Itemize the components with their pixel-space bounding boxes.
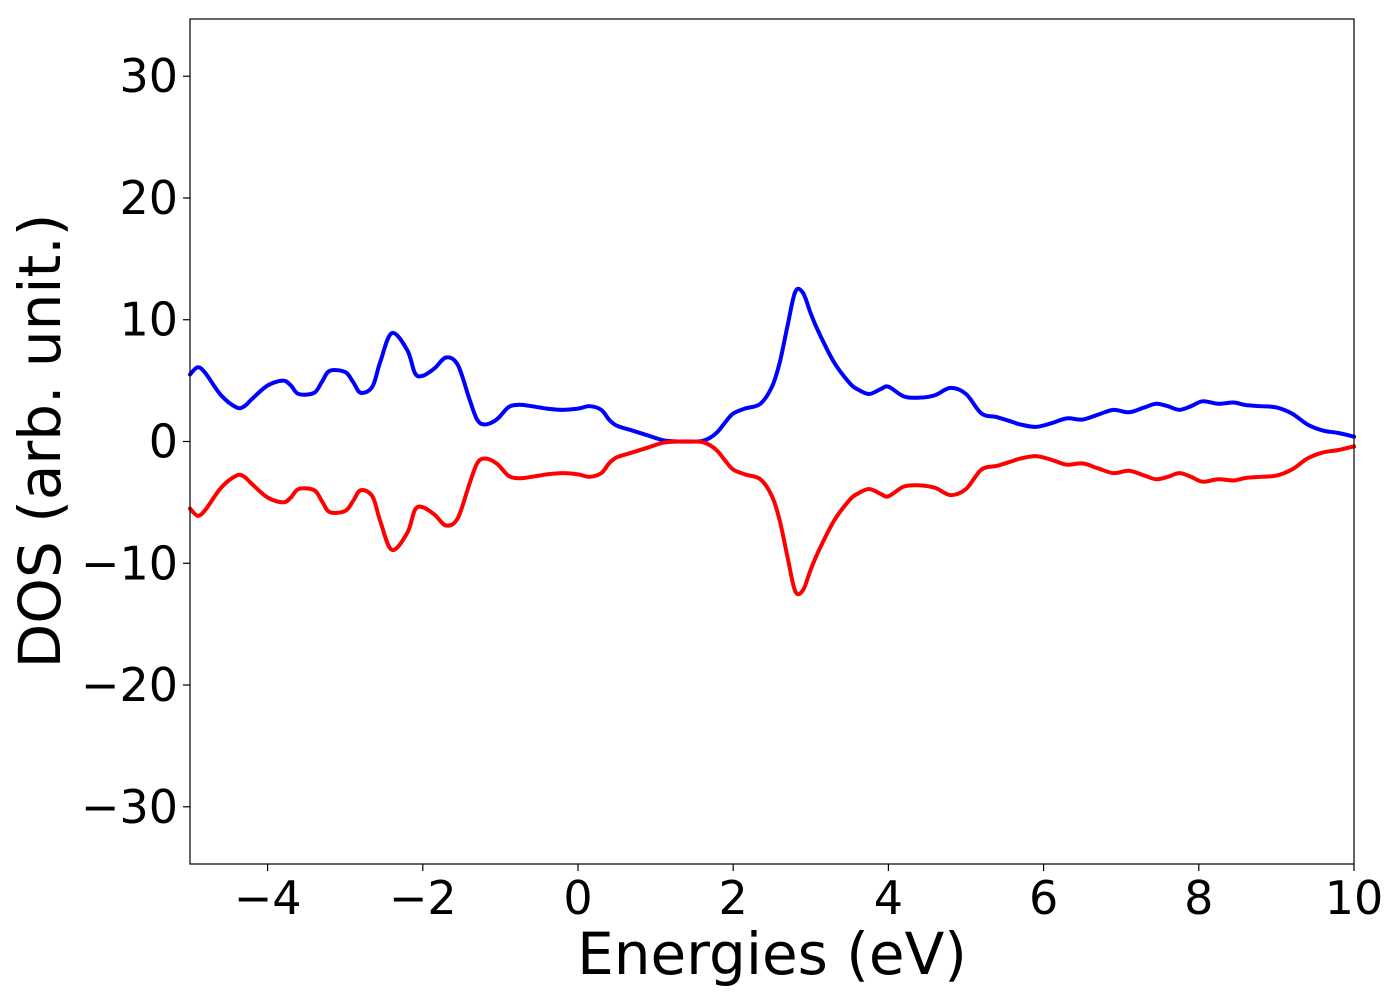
x-tick-label: 10 xyxy=(1325,871,1384,925)
series-line-positive xyxy=(188,286,1356,444)
x-tick-label: 4 xyxy=(874,871,903,925)
x-tick-label: 6 xyxy=(1029,871,1058,925)
x-tick-label: −4 xyxy=(234,871,302,925)
series-layer xyxy=(188,286,1356,597)
x-axis-label: Energies (eV) xyxy=(577,920,967,988)
x-axis: −4 −2 0 2 4 6 8 10 xyxy=(234,864,1384,925)
y-tick-label: −10 xyxy=(81,536,178,590)
y-axis-label: DOS (arb. unit.) xyxy=(6,214,74,669)
x-tick-label: 0 xyxy=(563,871,592,925)
x-tick-label: 8 xyxy=(1184,871,1213,925)
x-tick-label: −2 xyxy=(389,871,457,925)
y-tick-label: 0 xyxy=(149,415,178,469)
series-line-negative xyxy=(188,439,1356,597)
x-tick-label: 2 xyxy=(719,871,748,925)
y-tick-label: −20 xyxy=(81,658,178,712)
y-tick-label: 20 xyxy=(119,171,178,225)
y-tick-label: 10 xyxy=(119,293,178,347)
y-tick-label: −30 xyxy=(81,780,178,834)
y-axis: 30 20 10 0 −10 −20 −30 xyxy=(81,49,190,834)
plot-frame xyxy=(189,18,1355,865)
y-tick-label: 30 xyxy=(119,49,178,103)
